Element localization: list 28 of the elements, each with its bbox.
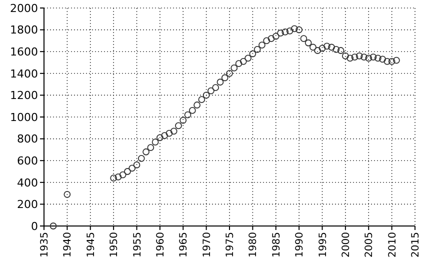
x-tick-label: 1990 (294, 232, 306, 258)
x-tick-label: 2000 (340, 232, 352, 258)
x-tick-label: 1975 (225, 232, 236, 258)
x-tick-label: 1970 (202, 232, 213, 258)
x-tick-label: 2010 (387, 232, 398, 258)
y-tick-label: 800 (17, 132, 38, 146)
x-tick-label: 1965 (178, 232, 190, 258)
y-tick-label: 2000 (10, 2, 38, 15)
x-tick-label: 1985 (271, 232, 282, 258)
y-tick-label: 0 (31, 220, 38, 233)
y-tick-label: 1400 (10, 67, 38, 80)
y-tick-label: 600 (17, 154, 38, 168)
y-tick-label: 1600 (10, 45, 38, 58)
y-tick-label: 200 (17, 198, 38, 212)
y-tick-label: 1800 (10, 24, 38, 37)
x-tick-label: 1955 (132, 232, 144, 258)
y-tick-label: 400 (17, 176, 38, 190)
x-tick-label: 1995 (318, 232, 329, 258)
x-tick-label: 2005 (364, 232, 376, 258)
x-tick-label: 1940 (62, 232, 74, 258)
y-tick-label: 1000 (10, 110, 38, 124)
x-tick-label: 1945 (86, 232, 97, 258)
x-tick-label: 2015 (410, 232, 422, 258)
x-tick-label: 1950 (109, 232, 120, 258)
x-tick-label: 1935 (40, 232, 50, 258)
y-tick-label: 1200 (10, 89, 38, 102)
x-tick-label: 1980 (248, 232, 260, 258)
x-tick-label: 1960 (155, 232, 166, 258)
